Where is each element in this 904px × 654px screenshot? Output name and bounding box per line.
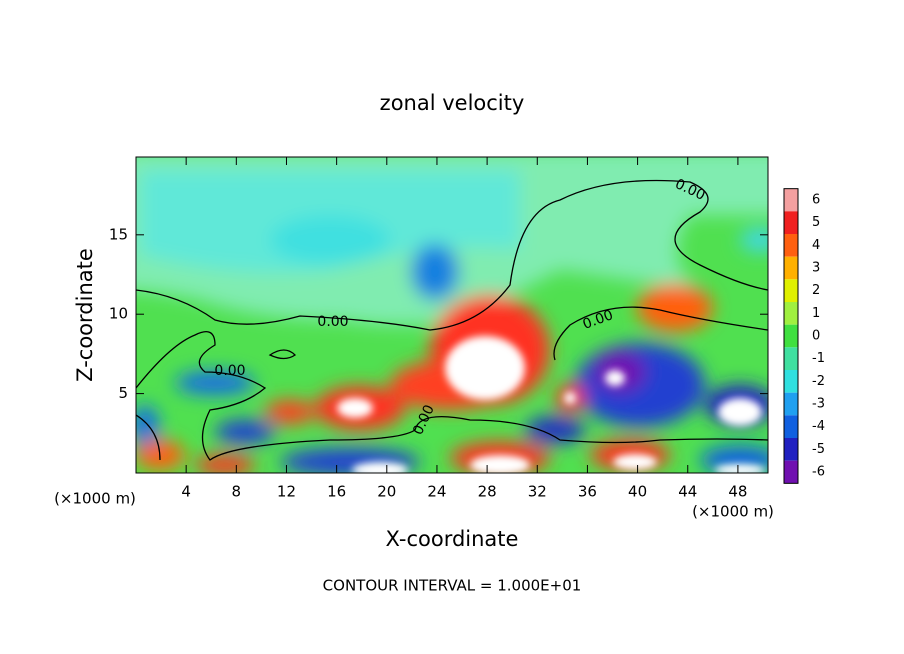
colorbar-label: 5 [812, 215, 820, 230]
contour-label: 0.00 [317, 314, 348, 330]
colorbar-label: 4 [812, 238, 820, 253]
colorbar-label: 1 [812, 306, 820, 321]
footer: CONTOUR INTERVAL = 1.000E+01 [323, 577, 582, 595]
colorbar-cell [784, 460, 798, 484]
colorbar-cell [784, 438, 798, 461]
colorbar-cell [784, 415, 798, 438]
field [136, 157, 768, 473]
plot-frame [135, 156, 769, 474]
x-tick-label: 40 [628, 483, 647, 501]
x-tick-label: 20 [377, 483, 396, 501]
x-axis-label: X-coordinate [386, 527, 519, 551]
colorbar-label: -5 [812, 442, 825, 457]
colorbar-label: 6 [812, 193, 820, 208]
x-tick-label: 36 [578, 483, 597, 501]
colorbar-cell [784, 324, 798, 348]
colorbar-label: 3 [812, 261, 820, 276]
colorbar-label: 2 [812, 283, 820, 298]
colorbar-cell [784, 279, 798, 302]
colorbar-cell [784, 302, 798, 325]
colorbar-label: 0 [812, 329, 820, 344]
colorbar-label: -3 [812, 397, 825, 412]
x-unit-label: (×1000 m) [692, 503, 774, 521]
x-tick-label: 16 [327, 483, 346, 501]
y-tick-label: 5 [118, 384, 128, 402]
colorbar-cell [784, 392, 798, 416]
chart-title: zonal velocity [380, 91, 525, 115]
colorbar-cell [784, 256, 798, 280]
contour-label: 0.00 [214, 363, 245, 379]
colorbar-cell [784, 370, 798, 393]
colorbar-label: -2 [812, 374, 825, 389]
x-tick-label: 32 [528, 483, 547, 501]
x-tick-label: 8 [232, 483, 242, 501]
x-tick-label: 44 [678, 483, 697, 501]
y-tick-label: 15 [109, 225, 128, 243]
colorbar-label: -1 [812, 351, 825, 366]
x-tick-label: 48 [728, 483, 747, 501]
x-tick-label: 24 [427, 483, 446, 501]
x-unit-label: (×1000 m) [54, 490, 136, 508]
colorbar-cell [784, 234, 798, 257]
colorbar-cell [784, 188, 798, 212]
colorbar-cell [784, 211, 798, 234]
x-tick-label: 28 [478, 483, 497, 501]
x-tick-label: 12 [277, 483, 296, 501]
colorbar-label: -4 [812, 419, 825, 434]
y-tick-label: 10 [109, 305, 128, 323]
colorbar-cell [784, 347, 798, 370]
colorbar-frame [783, 188, 799, 484]
y-axis-label: Z-coordinate [73, 248, 97, 382]
x-tick-label: 4 [181, 483, 191, 501]
colorbar-label: -6 [812, 465, 825, 480]
